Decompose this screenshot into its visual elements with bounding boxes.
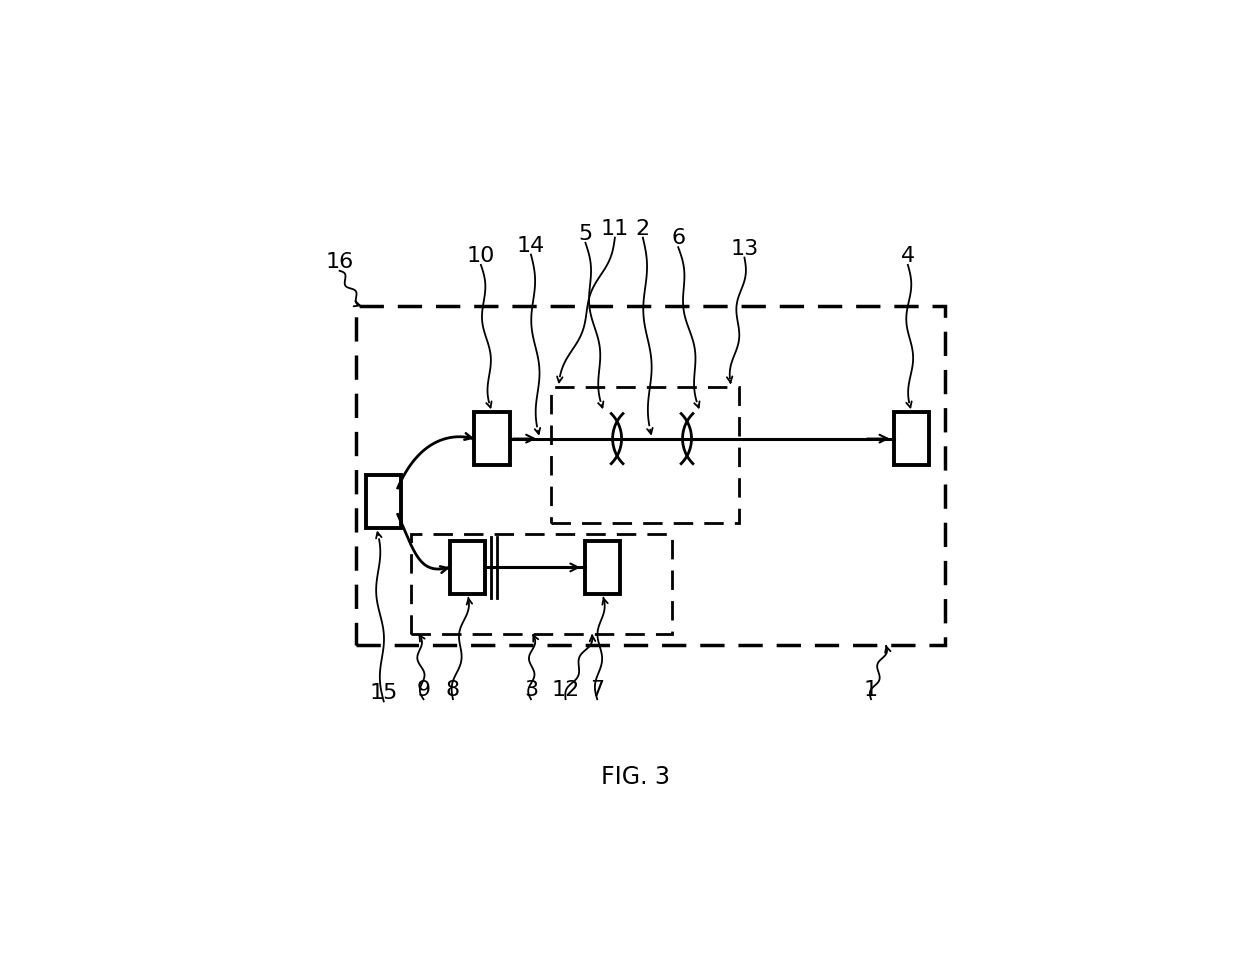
Text: FIG. 3: FIG. 3 <box>601 765 670 790</box>
Bar <box>450 541 485 594</box>
Text: 8: 8 <box>446 681 460 701</box>
Text: 9: 9 <box>417 681 430 701</box>
Bar <box>356 306 945 644</box>
Bar <box>474 412 510 466</box>
Text: 7: 7 <box>590 681 604 701</box>
Bar <box>410 534 672 634</box>
Text: 15: 15 <box>370 683 398 703</box>
Text: 10: 10 <box>466 246 495 266</box>
Text: 14: 14 <box>517 236 546 256</box>
Text: 12: 12 <box>552 681 579 701</box>
Bar <box>585 541 620 594</box>
Bar <box>366 475 402 528</box>
Text: 11: 11 <box>600 219 629 239</box>
Text: 5: 5 <box>578 224 593 244</box>
Text: 2: 2 <box>636 219 650 239</box>
Text: 13: 13 <box>730 239 759 259</box>
Text: 3: 3 <box>525 681 538 701</box>
Bar <box>894 412 929 466</box>
Text: 16: 16 <box>325 252 353 272</box>
Text: 1: 1 <box>864 681 878 701</box>
Text: 6: 6 <box>671 228 686 249</box>
Bar <box>551 387 739 523</box>
Text: 4: 4 <box>900 246 915 266</box>
